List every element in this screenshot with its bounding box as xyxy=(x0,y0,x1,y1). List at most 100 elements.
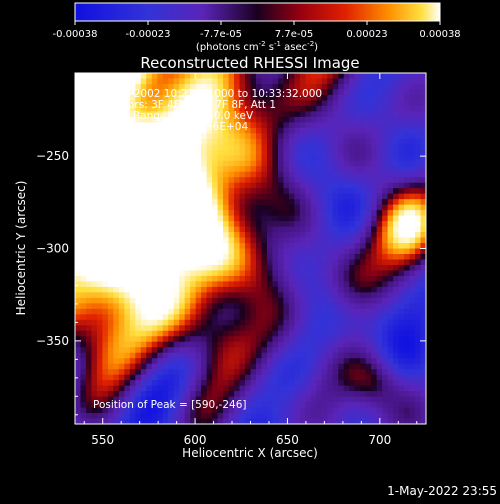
heatmap-cell xyxy=(228,314,235,321)
heatmap-cell xyxy=(80,347,87,354)
heatmap-cell xyxy=(365,303,372,310)
heatmap-cell xyxy=(245,149,252,156)
heatmap-cell xyxy=(266,270,274,277)
heatmap-cell xyxy=(162,226,169,233)
heatmap-cell xyxy=(91,100,98,107)
heatmap-cell xyxy=(245,358,252,365)
heatmap-cell xyxy=(272,171,279,178)
heatmap-cell xyxy=(234,111,241,118)
colorbar-tick-label: 0.00038 xyxy=(419,29,460,40)
heatmap-cell xyxy=(327,243,334,250)
heatmap-cell xyxy=(179,385,186,392)
heatmap-cell xyxy=(173,221,180,228)
heatmap-cell xyxy=(146,358,153,365)
heatmap-cell xyxy=(305,380,312,387)
heatmap-cell xyxy=(217,243,224,250)
heatmap-cell xyxy=(151,292,158,299)
heatmap-cell xyxy=(234,204,241,211)
heatmap-cell xyxy=(157,182,164,189)
heatmap-cell xyxy=(113,330,120,337)
heatmap-cell xyxy=(91,215,98,222)
heatmap-cell xyxy=(91,413,98,420)
heatmap-cell xyxy=(277,303,284,310)
heatmap-cell xyxy=(277,160,284,167)
heatmap-cell xyxy=(234,325,241,332)
heatmap-cell xyxy=(343,363,350,370)
heatmap-cell xyxy=(321,336,328,343)
heatmap-cell xyxy=(228,336,235,343)
heatmap-cell xyxy=(129,380,136,387)
heatmap-cell xyxy=(135,363,142,370)
heatmap-cell xyxy=(332,73,339,80)
heatmap-cell xyxy=(140,133,147,140)
heatmap-cell xyxy=(310,171,317,178)
heatmap-cell xyxy=(201,221,208,228)
heatmap-cell xyxy=(75,177,82,184)
heatmap-cell xyxy=(409,127,416,134)
heatmap-cell xyxy=(195,210,202,217)
heatmap-cell xyxy=(206,89,213,96)
heatmap-cell xyxy=(382,380,389,387)
heatmap-cell xyxy=(393,188,400,195)
heatmap-cell xyxy=(266,166,274,173)
heatmap-cell xyxy=(201,182,208,189)
heatmap-cell xyxy=(321,149,328,156)
heatmap-cell xyxy=(305,330,312,337)
heatmap-cell xyxy=(140,89,147,96)
heatmap-cell xyxy=(107,270,114,277)
heatmap-cell xyxy=(80,374,87,381)
heatmap-cell xyxy=(80,330,87,337)
heatmap-cell xyxy=(299,396,306,403)
heatmap-cell xyxy=(140,243,147,250)
heatmap-cell xyxy=(310,286,317,293)
heatmap-cell xyxy=(332,264,339,272)
heatmap-cell xyxy=(96,105,104,112)
heatmap-cell xyxy=(310,133,317,140)
heatmap-cell xyxy=(124,259,131,266)
heatmap-cell xyxy=(255,407,263,414)
heatmap-cell xyxy=(316,297,323,304)
heatmap-cell xyxy=(91,155,98,162)
peak-position: Position of Peak = [590,-246] xyxy=(93,399,247,411)
heatmap-cell xyxy=(245,341,252,348)
heatmap-cell xyxy=(102,407,109,414)
heatmap-cell xyxy=(294,374,301,381)
heatmap-cell xyxy=(179,133,186,140)
heatmap-cell xyxy=(168,144,175,151)
heatmap-cell xyxy=(118,73,125,80)
heatmap-cell xyxy=(376,160,383,167)
heatmap-cell xyxy=(157,226,164,233)
heatmap-cell xyxy=(184,385,191,392)
heatmap-cell xyxy=(266,149,274,156)
heatmap-cell xyxy=(371,319,378,326)
heatmap-cell xyxy=(91,232,98,239)
heatmap-cell xyxy=(85,73,93,80)
heatmap-cell xyxy=(85,204,93,211)
heatmap-cell xyxy=(294,347,301,354)
heatmap-cell xyxy=(371,341,378,348)
x-tick-label: 600 xyxy=(184,433,207,447)
heatmap-cell xyxy=(266,204,274,211)
heatmap-cell xyxy=(277,116,284,123)
heatmap-cell xyxy=(75,221,82,228)
heatmap-cell xyxy=(376,319,383,326)
heatmap-cell xyxy=(266,286,274,293)
heatmap-cell xyxy=(75,374,82,381)
heatmap-cell xyxy=(360,347,367,354)
heatmap-cell xyxy=(261,281,268,288)
heatmap-cell xyxy=(360,369,367,376)
heatmap-cell xyxy=(393,127,400,134)
heatmap-cell xyxy=(387,330,394,337)
heatmap-cell xyxy=(113,270,120,277)
heatmap-cell xyxy=(91,111,98,118)
heatmap-cell xyxy=(168,155,175,162)
heatmap-cell xyxy=(393,116,400,123)
heatmap-cell xyxy=(239,259,246,266)
heatmap-cell xyxy=(118,413,125,420)
heatmap-cell xyxy=(179,297,186,304)
heatmap-cell xyxy=(283,237,290,244)
heatmap-cell xyxy=(409,171,416,178)
heatmap-cell xyxy=(255,336,263,343)
heatmap-cell xyxy=(360,199,367,206)
heatmap-cell xyxy=(310,325,317,332)
